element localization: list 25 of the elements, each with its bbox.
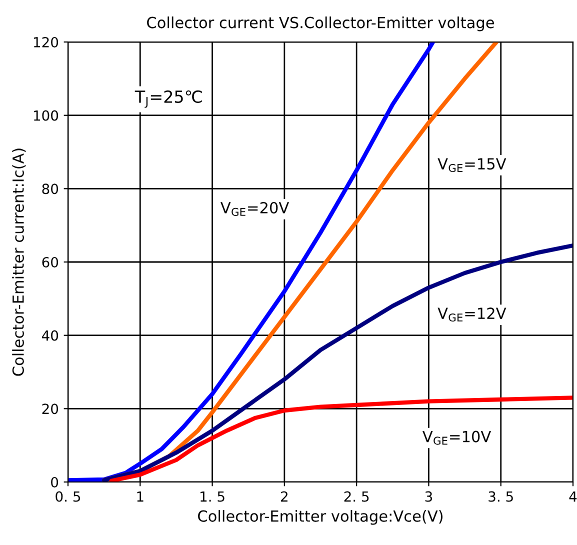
series-label: V$_{GE}$=10V [422, 430, 492, 445]
x-tick-label: 4 [569, 491, 577, 502]
text: V$_{GE}$=20V [220, 202, 290, 216]
line-series [109, 396, 573, 482]
x-tick-label: 2. 5 [344, 491, 369, 502]
y-tick-label: 120 [34, 36, 58, 48]
y-tick-label: 40 [42, 330, 58, 341]
annotation: T$_{J}$=25℃ [134, 90, 202, 108]
y-tick-label: 20 [42, 404, 58, 414]
x-tick-label: 3 [425, 491, 432, 502]
x-tick-label: 0. 5 [56, 491, 80, 502]
y-tick-label: 0 [51, 476, 58, 488]
y-tick-label: 80 [42, 184, 58, 194]
y-tick-label: 100 [34, 110, 58, 121]
x-tick-label: 3. 5 [488, 491, 513, 502]
y-tick-label: 60 [42, 256, 58, 268]
y-axis-title: Collector-Emitter current:Ic(A) [12, 148, 26, 376]
x-tick-label: 1. 5 [200, 491, 224, 502]
x-tick-label: 1 [137, 491, 144, 502]
line-series [102, 243, 573, 482]
series-label: V$_{GE}$=12V [438, 308, 506, 322]
chart-title: Collector current VS.Collector-Emitter voltage [147, 16, 494, 32]
x-axis-title: Collector-Emitter voltage:Vce(V) [198, 510, 442, 525]
x-tick-label: 2 [281, 491, 288, 502]
series-label: V$_{GE}$=15V [438, 158, 506, 172]
